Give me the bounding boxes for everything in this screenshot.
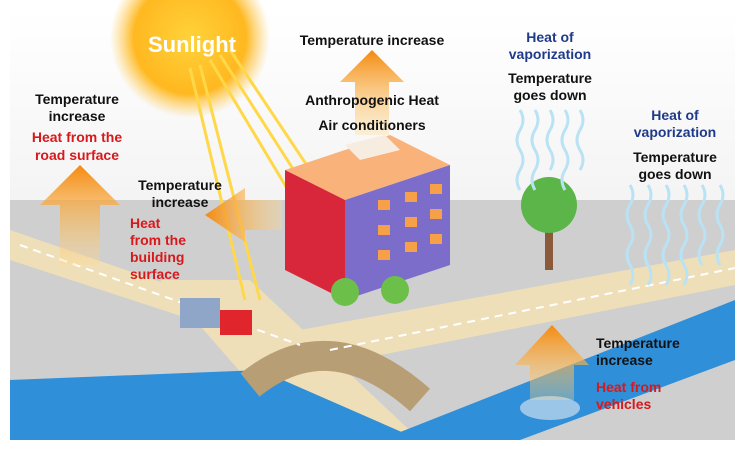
label: goes down — [638, 166, 711, 182]
label: Temperature — [35, 91, 119, 107]
label: Heat of — [526, 29, 574, 45]
label: Temperature — [633, 149, 717, 165]
label: goes down — [513, 87, 586, 103]
label: Temperature — [138, 177, 222, 193]
label: increase — [49, 108, 106, 124]
label: Heat of — [651, 107, 699, 123]
bush — [381, 276, 409, 304]
label: Temperature increase — [300, 32, 445, 48]
label: increase — [152, 194, 209, 210]
label: Air conditioners — [318, 117, 426, 133]
label: from the — [130, 232, 186, 248]
label: building — [130, 249, 184, 265]
bush — [331, 278, 359, 306]
heat-island-illustration: Sunlight Temperature increase Anthropoge… — [0, 0, 745, 450]
tree — [521, 177, 577, 233]
label: road surface — [35, 147, 119, 163]
sun-label: Sunlight — [148, 32, 237, 57]
label: Heat — [130, 215, 161, 231]
label: Heat from the — [32, 129, 122, 145]
label: vaporization — [634, 124, 716, 140]
label: vaporization — [509, 46, 591, 62]
label: Heat from — [596, 379, 661, 395]
label: surface — [130, 266, 180, 282]
scene — [10, 0, 735, 440]
label: vehicles — [596, 396, 651, 412]
label: Temperature — [596, 335, 680, 351]
label: Anthropogenic Heat — [305, 92, 439, 108]
truck-cab — [220, 310, 252, 335]
truck — [180, 298, 220, 328]
label: increase — [596, 352, 653, 368]
label: Temperature — [508, 70, 592, 86]
